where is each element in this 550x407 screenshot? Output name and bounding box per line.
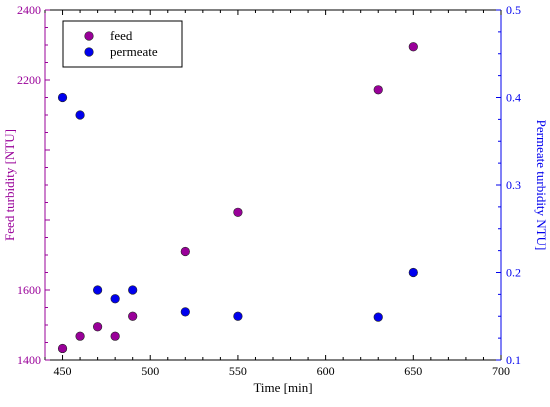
x-tick-label: 500 [141,364,159,378]
legend-label-permeate: permeate [110,44,158,59]
permeate-point [408,267,418,278]
legend-marker-feed [84,31,94,41]
tick-marks [44,9,502,361]
x-tick-label: 550 [229,364,247,378]
permeate-point [57,92,68,103]
y-axis-right-title: Permeate turbidity NTU] [534,120,549,251]
permeate-point [128,285,138,295]
permeate-point [75,110,85,120]
y-axis-left-title: Feed turbidity [NTU] [2,129,17,241]
permeate-point [93,285,103,295]
x-tick-label: 650 [404,364,422,378]
feed-point [75,331,85,341]
y-left-tick-label: 2200 [17,73,41,87]
y-right-tick-label: 0.3 [506,178,521,192]
feed-point [233,207,243,217]
x-tick-label: 700 [492,364,510,378]
y-left-tick-label: 1600 [17,283,41,297]
feed-point [180,246,190,257]
feed-point [110,331,120,341]
legend: feed permeate [62,20,183,68]
y-left-tick-label: 2400 [17,3,41,17]
permeate-point [110,294,120,304]
feed-point [128,311,138,321]
feed-point [408,42,418,52]
permeate-point [233,311,243,321]
feed-point [93,322,103,332]
y-right-tick-label: 0.4 [506,91,521,105]
feed-point [373,85,383,95]
y-left-tick-label: 1400 [17,353,41,367]
feed-point [57,343,68,354]
data-points [57,42,418,354]
legend-marker-permeate [84,47,94,57]
permeate-point [180,307,190,317]
x-tick-label: 600 [317,364,335,378]
tick-labels: 450 500 550 600 650 700 1400 1600 2200 2400 0.1 0.2… [17,3,521,378]
legend-box [62,20,183,68]
x-axis-title: Time [min] [253,380,312,395]
x-tick-label: 450 [54,364,72,378]
y-right-tick-label: 0.1 [506,353,521,367]
legend-label-feed: feed [110,28,133,43]
permeate-point [373,312,383,322]
y-right-tick-label: 0.5 [506,3,521,17]
y-right-tick-label: 0.2 [506,266,521,280]
